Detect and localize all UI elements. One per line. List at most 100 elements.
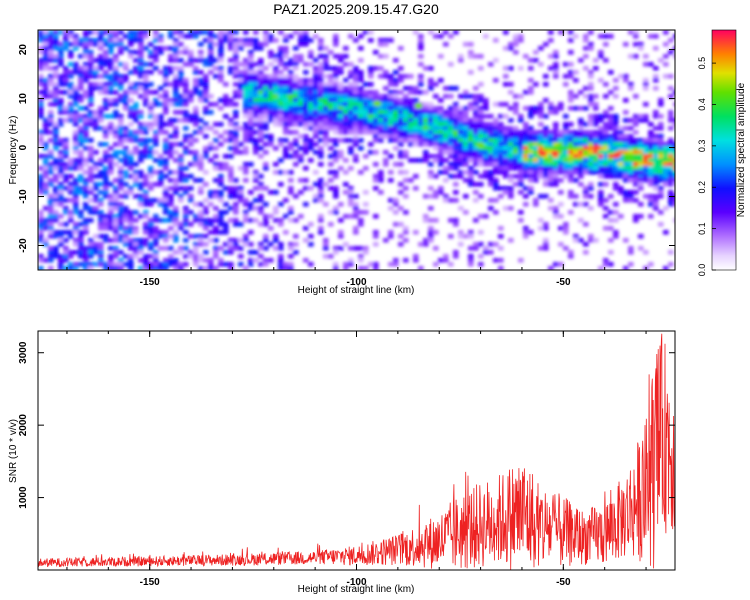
spectrogram-cell [453,182,459,187]
spectrogram-cell [328,98,334,103]
spectrogram-cell [578,150,584,155]
spectrogram-cell [523,226,529,231]
spectrogram-cell [303,70,309,75]
spectrogram-cell [343,138,349,143]
spectrogram-cell [128,230,134,235]
spectrogram-cell [198,238,204,243]
spectrogram-cell [83,178,89,183]
spectrogram-cell [258,246,264,251]
spectrogram-cell [258,110,264,115]
spectrogram-cell [148,42,154,47]
spectrogram-cell [288,178,294,183]
spectrogram-cell [333,210,339,215]
spectrogram-cell [78,254,84,259]
spectrogram-cell [118,234,124,239]
spectrogram-cell [73,130,79,135]
spectrogram-cell [328,110,334,115]
spectrogram-cell [123,90,129,95]
spectrogram-cell [218,74,224,79]
spectrogram-cell [63,198,69,203]
spectrogram-cell [233,82,239,87]
spectrogram-cell [78,158,84,163]
spectrogram-cell [463,110,469,115]
spectrogram-cell [513,130,519,135]
spectrogram-cell [223,226,229,231]
spectrogram-cell [673,174,675,179]
spectrogram-cell [448,166,454,171]
spectrogram-cell [288,242,294,247]
spectrogram-cell [523,150,529,155]
spectrogram-cell [668,142,674,147]
spectrogram-cell [428,230,434,235]
spectrogram-cell [78,78,84,83]
spectrogram-cell [488,122,494,127]
spectrogram-cell [638,166,644,171]
spectrogram-cell [513,154,519,159]
spectrogram-cell [498,170,504,175]
spectrogram-cell [113,42,119,47]
spectrogram-cell [428,106,434,111]
spectrogram-cell [183,254,189,259]
spectrogram-cell [183,246,189,251]
spectrogram-cell [143,226,149,231]
spectrogram-cell [658,162,664,167]
spectrogram-cell [198,190,204,195]
spectrogram-cell [433,262,439,267]
spectrogram-cell [533,154,539,159]
spectrogram-cell [538,166,544,171]
spectrogram-cell [318,38,324,43]
spectrogram-cell [588,130,594,135]
spectrogram-cell [528,106,534,111]
spectrogram-cell [228,266,234,270]
spectrogram-cell [138,130,144,135]
spectrogram-cell [138,258,144,263]
colorbar-label: Normalized spectral amplitude [736,82,747,217]
spectrogram-cell [133,194,139,199]
spectrogram-cell [273,74,279,79]
spectrogram-cell [558,106,564,111]
spectrogram-cell [613,174,619,179]
spectrogram-cell [308,158,314,163]
spectrogram-cell [623,238,629,243]
spectrogram-cell [648,202,654,207]
spectrogram-cell [48,54,54,59]
spectrogram-cell [128,154,134,159]
spectrogram-cell [633,114,639,119]
spectrogram-cell [143,138,149,143]
spectrogram-cell [213,178,219,183]
spectrogram-cell [413,114,419,119]
spectrogram-cell [398,138,404,143]
spectrogram-cell [278,158,284,163]
spectrogram-cell [303,178,309,183]
spectrogram-cell [388,206,394,211]
spectrogram-cell [588,186,594,191]
spectrogram-cell [138,202,144,207]
spectrogram-cell [613,166,619,171]
spectrogram-cell [543,194,549,199]
spectrogram-cell [468,230,474,235]
spectrogram-cell [228,98,234,103]
spectrogram-cell [48,118,54,123]
spectrogram-cell [58,166,64,171]
spectrogram-cell [343,190,349,195]
spectrogram-cell [183,34,189,39]
spectrogram-cell [48,150,54,155]
spectrogram-cell [143,98,149,103]
spectrogram-cell [613,78,619,83]
spectrogram-cell [283,102,289,107]
spectrogram-cell [318,102,324,107]
spectrogram-cell [208,190,214,195]
spectrogram-cell [398,66,404,71]
spectrogram-cell [143,190,149,195]
spectrogram-cell [293,250,299,255]
spectrogram-cell [288,170,294,175]
spectrogram-cell [473,134,479,139]
spectrogram-cell [348,166,354,171]
spectrogram-cell [288,62,294,67]
spectrogram-cell [283,262,289,267]
spectrogram-cell [578,154,584,159]
spectrogram-cell [488,242,494,247]
spectrogram-cell [153,158,159,163]
spectrogram-cell [158,202,164,207]
spectrogram-cell [663,42,669,47]
